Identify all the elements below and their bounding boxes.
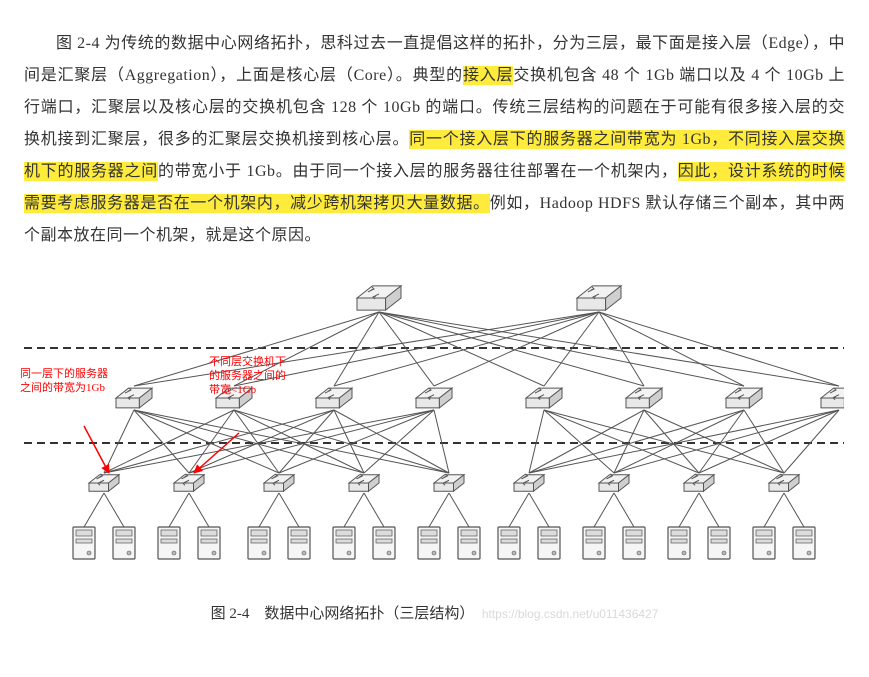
topology-svg: 核心层汇聚层接入层	[24, 268, 844, 598]
body-paragraph: 图 2-4 为传统的数据中心网络拓扑，思科过去一直提倡这样的拓扑，分为三层，最下…	[24, 28, 845, 252]
annotation-same-layer: 同一层下的服务器之间的带宽为1Gb	[20, 368, 108, 396]
topology-diagram: 同一层下的服务器之间的带宽为1Gb 不同层交换机下的服务器之间的带宽<1Gb 核…	[24, 268, 845, 598]
watermark: https://blog.csdn.net/u011436427	[482, 607, 659, 621]
annotation-cross-layer: 不同层交换机下的服务器之间的带宽<1Gb	[209, 356, 286, 397]
para-text-3: 的带宽小于 1Gb。由于同一个接入层的服务器往往部署在一个机架内，	[158, 163, 678, 180]
figure-caption: 图 2-4 数据中心网络拓扑（三层结构） https://blog.csdn.n…	[24, 602, 845, 623]
highlight-1: 接入层	[463, 66, 513, 85]
